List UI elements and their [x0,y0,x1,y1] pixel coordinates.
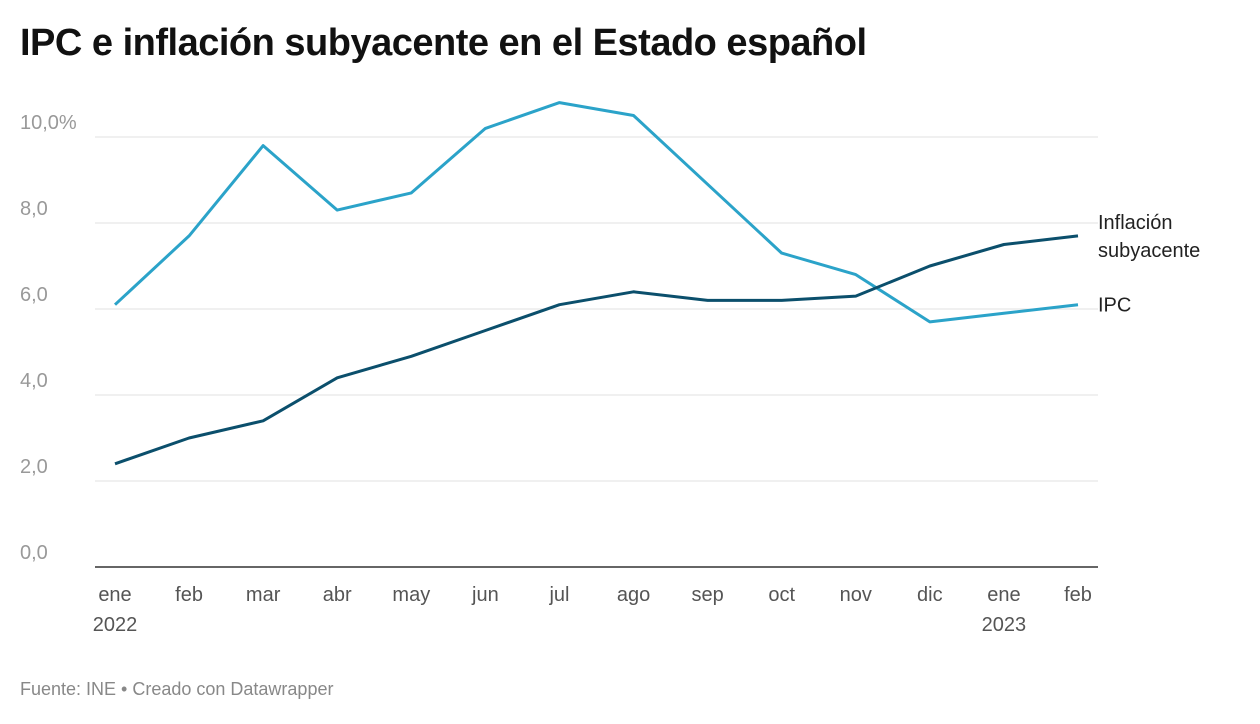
x-year-label: 2022 [93,614,138,636]
series-label: IPC [1098,295,1131,317]
chart-title: IPC e inflación subyacente en el Estado … [20,22,867,64]
x-tick-label: abr [323,584,352,606]
x-tick-label: mar [246,584,281,606]
y-tick-label: 0,0 [20,542,48,564]
x-tick-label: feb [1064,584,1092,606]
x-year-label: 2023 [982,614,1027,636]
y-tick-label: 4,0 [20,370,48,392]
series-label: Inflación [1098,212,1173,234]
x-tick-label: may [392,584,430,606]
x-tick-label: ene [987,584,1020,606]
x-tick-label: feb [175,584,203,606]
y-tick-label: 6,0 [20,284,48,306]
y-tick-label: 2,0 [20,456,48,478]
x-tick-label: ene [98,584,131,606]
x-tick-label: dic [917,584,943,606]
x-tick-label: jul [548,584,569,606]
y-tick-label: 8,0 [20,198,48,220]
x-tick-label: nov [840,584,872,606]
series-line-inflación-subyacente [114,234,1079,466]
x-tick-label: sep [691,584,723,606]
x-tick-label: oct [768,584,795,606]
x-tick-label: jun [471,584,499,606]
y-tick-label: 10,0% [20,112,77,134]
source-note: Fuente: INE • Creado con Datawrapper [20,679,334,699]
x-tick-label: ago [617,584,650,606]
series-label: subyacente [1098,240,1200,262]
series-line-ipc [113,101,1079,324]
